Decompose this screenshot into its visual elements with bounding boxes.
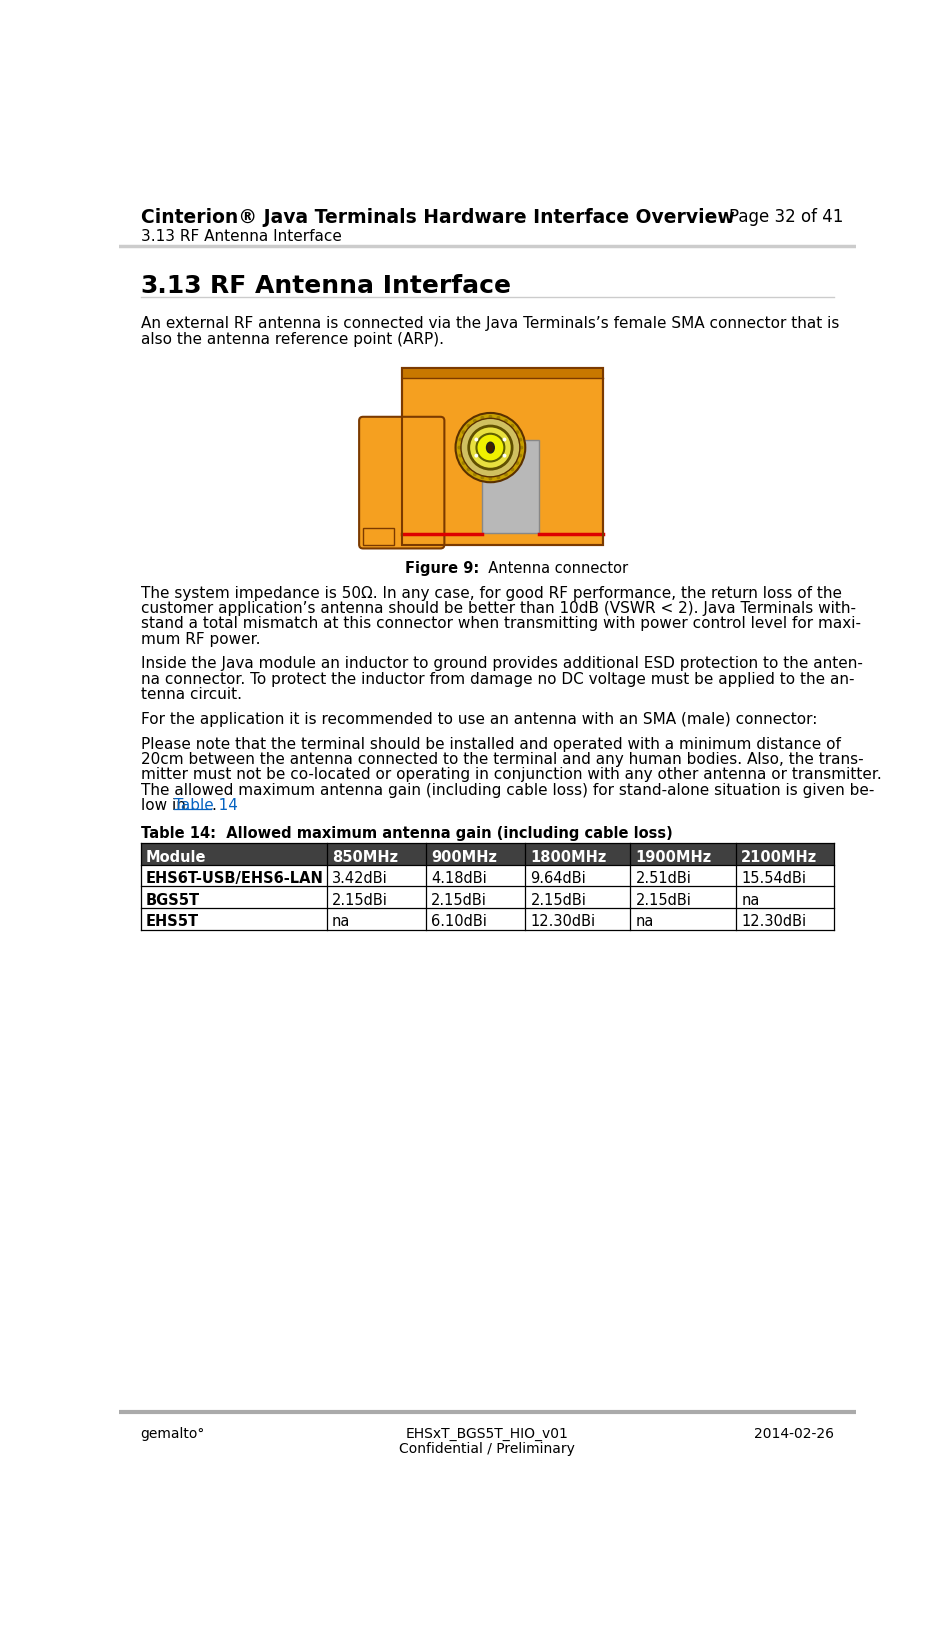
- Text: RF Antenna Interface: RF Antenna Interface: [210, 274, 512, 298]
- Circle shape: [511, 425, 514, 428]
- Text: Page 32 of 41: Page 32 of 41: [729, 208, 844, 226]
- Text: 2.15dBi: 2.15dBi: [332, 892, 388, 908]
- Text: Please note that the terminal should be installed and operated with a minimum di: Please note that the terminal should be …: [141, 736, 841, 751]
- Text: The allowed maximum antenna gain (including cable loss) for stand-alone situatio: The allowed maximum antenna gain (includ…: [141, 782, 874, 797]
- Text: 2.15dBi: 2.15dBi: [636, 892, 691, 908]
- Text: Table 14:  Allowed maximum antenna gain (including cable loss): Table 14: Allowed maximum antenna gain (…: [141, 826, 672, 841]
- Text: BGS5T: BGS5T: [146, 892, 200, 908]
- Circle shape: [518, 454, 522, 459]
- Bar: [401, 369, 603, 379]
- Text: Table 14: Table 14: [174, 798, 238, 813]
- Text: 850MHz: 850MHz: [332, 849, 398, 864]
- Circle shape: [504, 420, 508, 423]
- Circle shape: [502, 438, 507, 443]
- Circle shape: [467, 425, 471, 428]
- Text: EHSxT_BGS5T_HIO_v01: EHSxT_BGS5T_HIO_v01: [405, 1426, 569, 1441]
- Text: 3.13: 3.13: [141, 274, 203, 298]
- Circle shape: [515, 462, 519, 465]
- Text: 15.54dBi: 15.54dBi: [741, 870, 806, 885]
- Circle shape: [489, 416, 493, 420]
- Text: 9.64dBi: 9.64dBi: [531, 870, 586, 885]
- Text: Cinterion® Java Terminals Hardware Interface Overview: Cinterion® Java Terminals Hardware Inter…: [141, 208, 734, 226]
- Circle shape: [467, 469, 471, 472]
- Circle shape: [496, 475, 500, 480]
- Circle shape: [457, 446, 461, 451]
- Text: An external RF antenna is connected via the Java Terminals’s female SMA connecto: An external RF antenna is connected via …: [141, 316, 839, 331]
- Text: 6.10dBi: 6.10dBi: [431, 915, 487, 929]
- Circle shape: [518, 438, 522, 443]
- Circle shape: [456, 413, 525, 484]
- Text: 2100MHz: 2100MHz: [741, 849, 818, 864]
- Text: stand a total mismatch at this connector when transmitting with power control le: stand a total mismatch at this connector…: [141, 616, 861, 631]
- Circle shape: [476, 434, 504, 462]
- Circle shape: [519, 446, 523, 451]
- Circle shape: [480, 416, 484, 421]
- Text: tenna circuit.: tenna circuit.: [141, 687, 242, 701]
- Circle shape: [480, 475, 484, 480]
- Text: customer application’s antenna should be better than 10dB (VSWR < 2). Java Termi: customer application’s antenna should be…: [141, 600, 856, 616]
- Text: 2014-02-26: 2014-02-26: [754, 1426, 834, 1441]
- Text: Confidential / Preliminary: Confidential / Preliminary: [399, 1441, 575, 1455]
- Text: 900MHz: 900MHz: [431, 849, 497, 864]
- Text: low in: low in: [141, 798, 190, 813]
- Text: 3.13 RF Antenna Interface: 3.13 RF Antenna Interface: [141, 229, 341, 244]
- Text: EHS6T-USB/EHS6-LAN: EHS6T-USB/EHS6-LAN: [146, 870, 324, 885]
- Text: EHS5T: EHS5T: [146, 915, 199, 929]
- Text: 2.51dBi: 2.51dBi: [636, 870, 691, 885]
- Bar: [141, 908, 834, 929]
- Ellipse shape: [487, 443, 495, 454]
- Circle shape: [461, 431, 465, 434]
- Bar: [141, 844, 834, 865]
- Text: 12.30dBi: 12.30dBi: [741, 915, 806, 929]
- Circle shape: [461, 420, 520, 477]
- Circle shape: [469, 426, 512, 470]
- Circle shape: [461, 462, 465, 465]
- Text: na: na: [636, 915, 654, 929]
- Bar: [401, 369, 603, 546]
- Text: 1900MHz: 1900MHz: [636, 849, 712, 864]
- Text: Inside the Java module an inductor to ground provides additional ESD protection : Inside the Java module an inductor to gr…: [141, 656, 863, 670]
- Bar: [398, 421, 437, 546]
- Text: The system impedance is 50Ω. In any case, for good RF performance, the return lo: The system impedance is 50Ω. In any case…: [141, 585, 842, 600]
- Text: 2.15dBi: 2.15dBi: [531, 892, 586, 908]
- Circle shape: [504, 474, 508, 477]
- Text: gemalto°: gemalto°: [141, 1426, 205, 1441]
- Text: na connector. To protect the inductor from damage no DC voltage must be applied : na connector. To protect the inductor fr…: [141, 672, 854, 687]
- Text: 4.18dBi: 4.18dBi: [431, 870, 487, 885]
- Text: mitter must not be co-located or operating in conjunction with any other antenna: mitter must not be co-located or operati…: [141, 767, 882, 782]
- Circle shape: [473, 420, 476, 423]
- Circle shape: [489, 477, 493, 480]
- Circle shape: [515, 431, 519, 434]
- Circle shape: [511, 469, 514, 472]
- Bar: [482, 441, 539, 534]
- Circle shape: [473, 474, 476, 477]
- Circle shape: [496, 416, 500, 421]
- Text: Figure 9:: Figure 9:: [405, 561, 479, 575]
- Text: 12.30dBi: 12.30dBi: [531, 915, 595, 929]
- Text: na: na: [332, 915, 350, 929]
- Circle shape: [458, 454, 462, 459]
- FancyBboxPatch shape: [359, 418, 444, 549]
- Text: 3.42dBi: 3.42dBi: [332, 870, 388, 885]
- Bar: [141, 887, 834, 908]
- Text: Module: Module: [146, 849, 206, 864]
- Circle shape: [475, 454, 478, 459]
- Circle shape: [458, 438, 462, 443]
- Text: For the application it is recommended to use an antenna with an SMA (male) conne: For the application it is recommended to…: [141, 711, 817, 726]
- Circle shape: [475, 438, 478, 443]
- Bar: [141, 865, 834, 887]
- Text: mum RF power.: mum RF power.: [141, 631, 260, 646]
- Text: Antenna connector: Antenna connector: [479, 561, 629, 575]
- Text: 20cm between the antenna connected to the terminal and any human bodies. Also, t: 20cm between the antenna connected to th…: [141, 752, 864, 767]
- Text: also the antenna reference point (ARP).: also the antenna reference point (ARP).: [141, 331, 443, 346]
- Text: na: na: [741, 892, 760, 908]
- Text: 2.15dBi: 2.15dBi: [431, 892, 487, 908]
- Text: 1800MHz: 1800MHz: [531, 849, 607, 864]
- Bar: [401, 369, 603, 546]
- Bar: [363, 528, 394, 546]
- Text: .: .: [211, 798, 217, 813]
- Circle shape: [502, 454, 507, 459]
